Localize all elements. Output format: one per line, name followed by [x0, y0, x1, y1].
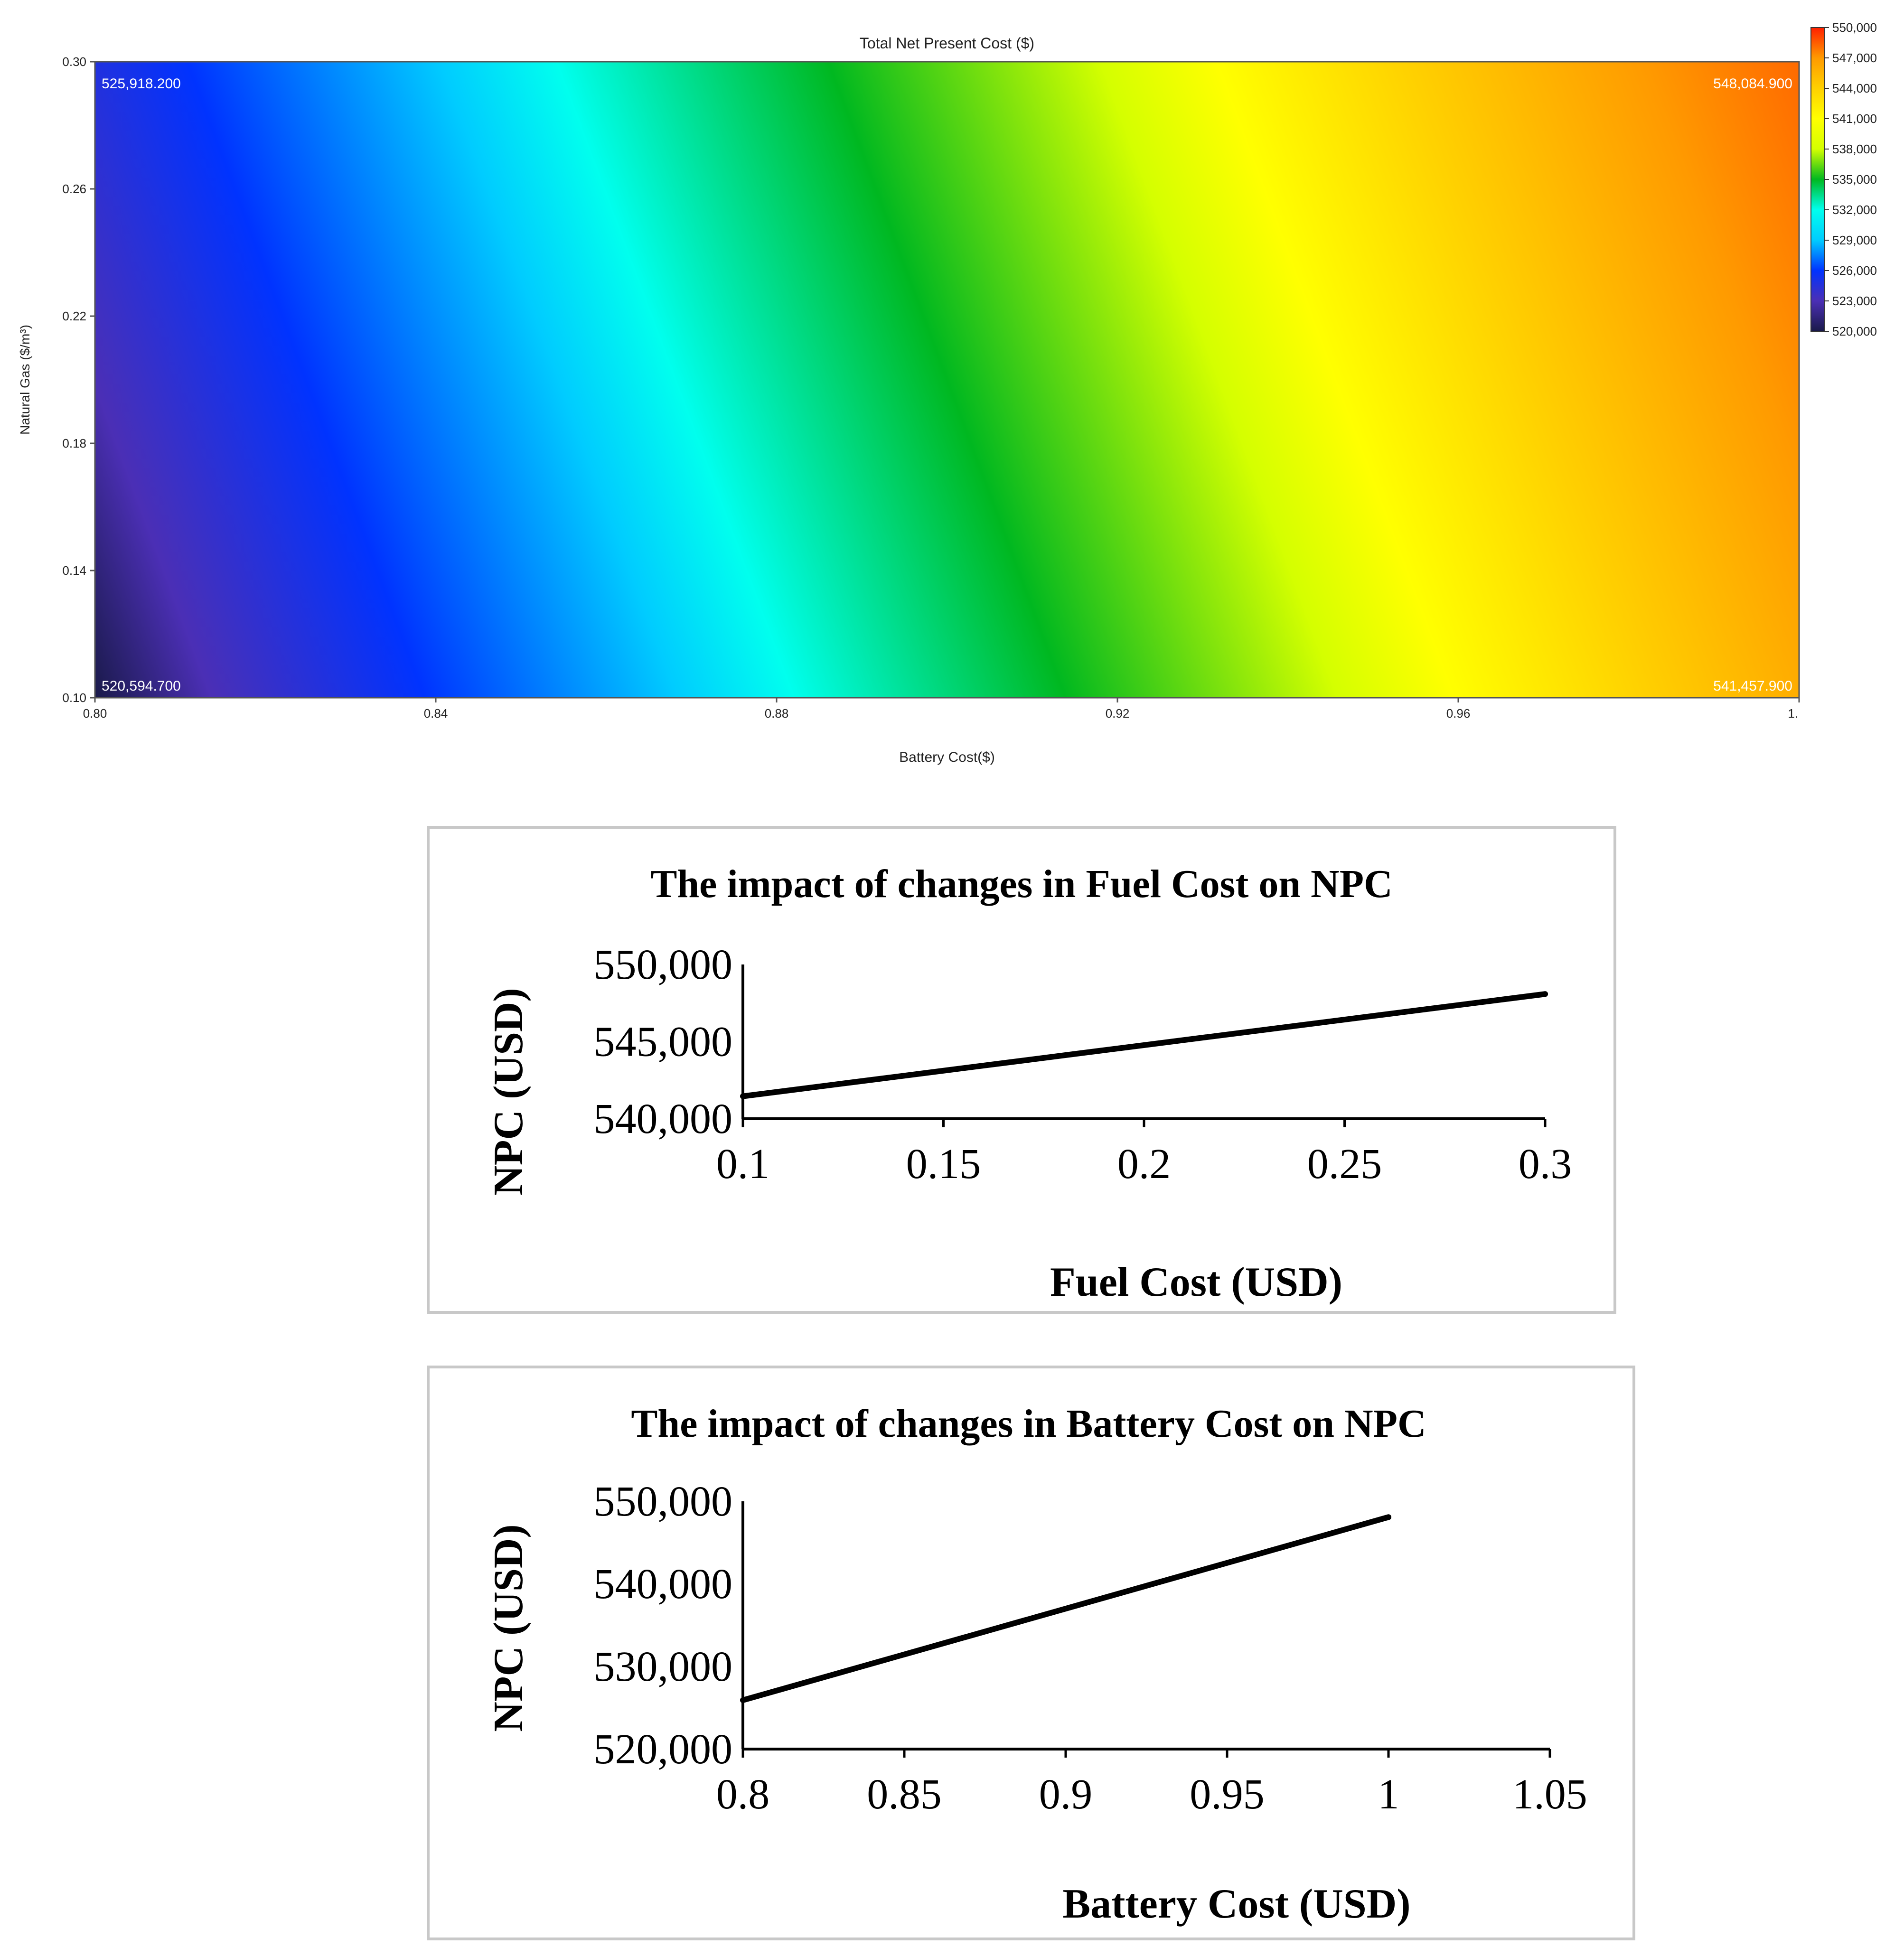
y-tick-label: 540,000: [594, 1095, 733, 1142]
corner-value-top-left: 525,918.200: [102, 76, 181, 92]
fuel-cost-chart: The impact of changes in Fuel Cost on NP…: [427, 826, 1616, 1314]
heatmap-y-tick-label: 0.18: [62, 436, 86, 450]
heatmap-x-tick-label: 0.92: [1106, 706, 1130, 721]
heatmap-x-tick-label: 0.88: [765, 706, 789, 721]
battery-chart-title: The impact of changes in Battery Cost on…: [631, 1402, 1426, 1446]
x-tick-label: 0.95: [1190, 1771, 1265, 1818]
colorbar-tick-label: 532,000: [1832, 203, 1877, 217]
fuel-chart-y-label: NPC (USD): [486, 988, 532, 1196]
x-tick-label: 1.05: [1512, 1771, 1587, 1818]
data-point: [740, 1093, 746, 1099]
x-tick-label: 0.85: [867, 1771, 942, 1818]
battery-chart-axes: 0.8 0.85 0.9 0.95 1 1.05 550,000 540,000 530,000…: [594, 1478, 1587, 1818]
heatmap-frame: [94, 61, 1800, 699]
heatmap-y-tick-label: 0.10: [62, 691, 86, 705]
x-tick-label: 0.8: [716, 1771, 770, 1818]
fuel-chart-plot: [740, 991, 1548, 1099]
colorbar-tick-label: 547,000: [1832, 51, 1877, 65]
corner-value-top-right: 548,084.900: [1713, 76, 1792, 92]
heatmap-title: Total Net Present Cost ($): [860, 35, 1034, 52]
heatmap-x-tick-label: 0.80: [83, 706, 107, 721]
battery-chart-plot: [740, 1514, 1391, 1704]
colorbar-tick-label: 535,000: [1832, 172, 1877, 187]
series-line: [740, 991, 1548, 1099]
colorbar-tick-label: 529,000: [1832, 233, 1877, 247]
corner-value-bottom-right: 541,457.900: [1713, 678, 1792, 694]
heatmap-x-label: Battery Cost($): [899, 749, 995, 765]
heatmap-y-tick-label: 0.26: [62, 182, 86, 196]
battery-chart-y-label: NPC (USD): [486, 1524, 532, 1732]
x-tick-label: 1: [1378, 1771, 1399, 1818]
heatmap-chart: Total Net Present Cost ($) 525,918.200 5…: [18, 20, 1877, 765]
fuel-chart-title: The impact of changes in Fuel Cost on NP…: [650, 862, 1392, 906]
colorbar-tick-label: 538,000: [1832, 142, 1877, 156]
colorbar-tick-label: 544,000: [1832, 81, 1877, 95]
heatmap-x-tick-label: 0.84: [424, 706, 448, 721]
x-tick-label: 0.15: [906, 1141, 981, 1188]
heatmap-y-tick-label: 0.30: [62, 55, 86, 69]
colorbar-tick-label: 550,000: [1832, 20, 1877, 35]
data-point: [1386, 1514, 1391, 1520]
data-point: [740, 1697, 746, 1704]
colorbar-tick-label: 541,000: [1832, 112, 1877, 126]
y-tick-label: 545,000: [594, 1019, 733, 1066]
battery-cost-chart: The impact of changes in Battery Cost on…: [427, 1366, 1635, 1940]
data-point: [1542, 991, 1548, 997]
heatmap-y-label: Natural Gas ($/m³): [18, 325, 32, 435]
heatmap-x-tick-label: 1.: [1788, 706, 1798, 721]
y-tick-label: 550,000: [594, 1478, 733, 1525]
x-tick-label: 0.9: [1039, 1771, 1093, 1818]
x-tick-label: 0.3: [1519, 1141, 1572, 1188]
heatmap-x-tick-label: 0.96: [1446, 706, 1471, 721]
heatmap-surface: [95, 62, 1799, 698]
heatmap-x-axis: 0.80 0.84 0.88 0.92 0.96 1.: [83, 698, 1800, 721]
colorbar: 550,000 547,000 544,000 541,000 538,000 535,0…: [1810, 20, 1877, 338]
colorbar-tick-label: 523,000: [1832, 294, 1877, 308]
y-tick-label: 550,000: [594, 941, 733, 988]
battery-chart-border: [427, 1366, 1635, 1940]
colorbar-gradient: [1810, 27, 1825, 332]
corner-value-bottom-left: 520,594.700: [102, 678, 181, 694]
y-tick-label: 540,000: [594, 1561, 733, 1608]
y-tick-label: 520,000: [594, 1726, 733, 1773]
colorbar-tick-label: 520,000: [1832, 324, 1877, 338]
heatmap-y-axis: 0.30 0.26 0.22 0.18 0.14 0.10: [62, 55, 95, 705]
fuel-chart-border: [427, 826, 1616, 1314]
heatmap-y-tick-label: 0.14: [62, 563, 86, 578]
heatmap-y-tick-label: 0.22: [62, 309, 86, 323]
battery-chart-x-label: Battery Cost (USD): [1062, 1881, 1410, 1927]
fuel-chart-x-label: Fuel Cost (USD): [1050, 1259, 1342, 1305]
y-tick-label: 530,000: [594, 1643, 733, 1690]
colorbar-tick-label: 526,000: [1832, 263, 1877, 278]
series-line: [740, 1514, 1391, 1704]
x-tick-label: 0.25: [1307, 1141, 1382, 1188]
x-tick-label: 0.2: [1117, 1141, 1171, 1188]
colorbar-ticks: 550,000 547,000 544,000 541,000 538,000 535,0…: [1824, 20, 1877, 338]
x-tick-label: 0.1: [716, 1141, 770, 1188]
fuel-chart-axes: 0.1 0.15 0.2 0.25 0.3 550,000 545,000 540,000: [594, 941, 1572, 1188]
